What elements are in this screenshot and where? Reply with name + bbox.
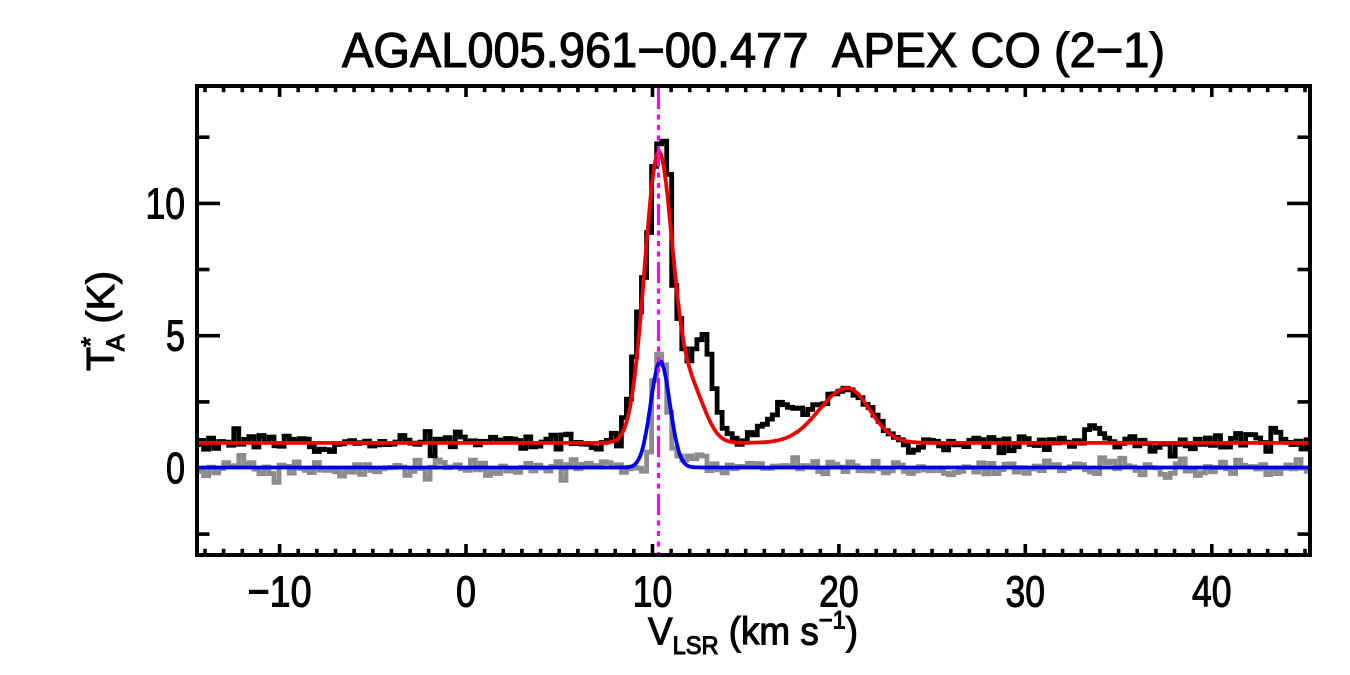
svg-text:AGAL005.961−00.477 APEX CO (2: AGAL005.961−00.477 APEX CO (2−1) — [342, 24, 1165, 78]
svg-text:10: 10 — [146, 179, 186, 228]
svg-text:30: 30 — [1006, 568, 1046, 617]
svg-text:10: 10 — [633, 568, 673, 617]
svg-text:0: 0 — [166, 444, 185, 493]
svg-text:T*A (K): T*A (K) — [77, 271, 130, 371]
svg-text:20: 20 — [819, 568, 859, 617]
svg-text:0: 0 — [456, 568, 476, 617]
svg-text:5: 5 — [166, 312, 185, 361]
svg-text:40: 40 — [1192, 568, 1232, 617]
svg-text:−10: −10 — [248, 568, 312, 617]
